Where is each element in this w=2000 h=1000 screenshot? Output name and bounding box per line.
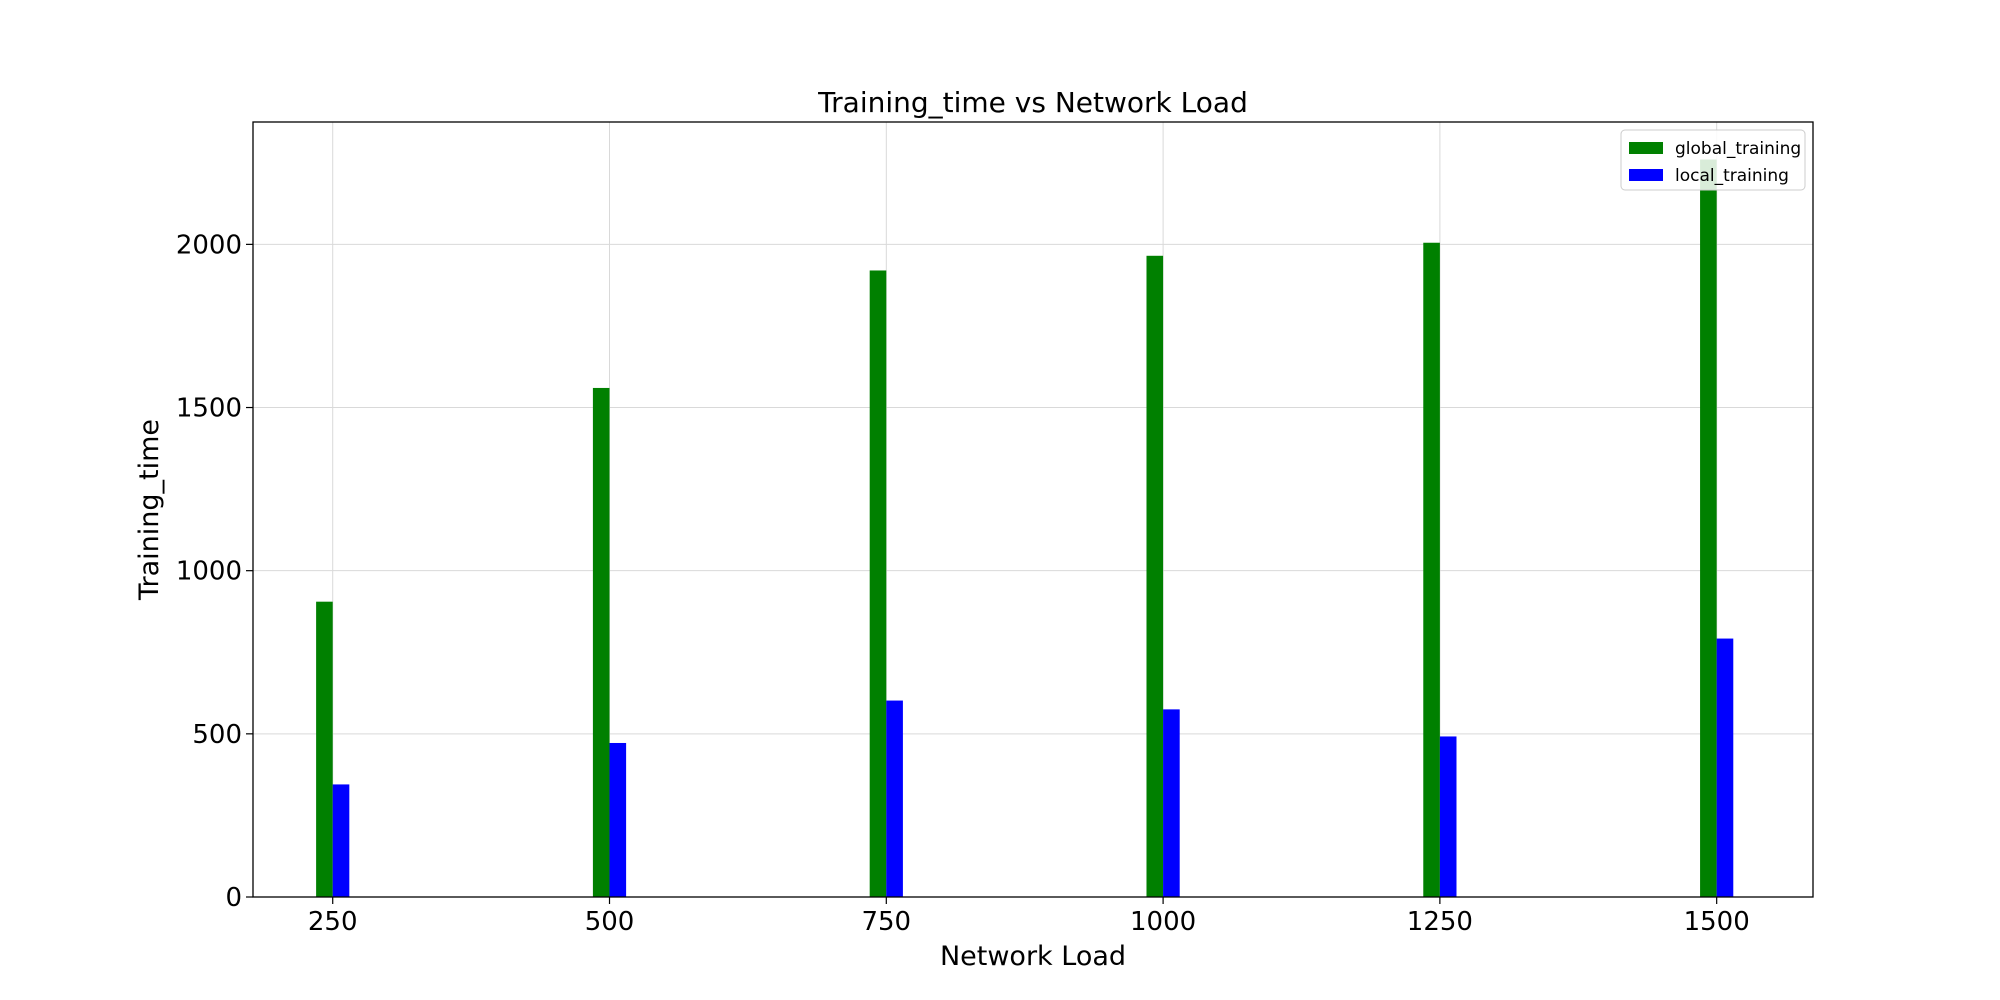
bar-global-training	[869, 270, 887, 897]
y-tick-label: 2000	[176, 230, 242, 260]
legend-swatch	[1629, 169, 1663, 181]
bar-global-training	[316, 601, 333, 897]
x-tick-label: 750	[861, 907, 911, 937]
bar-local-training	[609, 742, 627, 897]
x-tick-label: 1250	[1407, 907, 1473, 937]
bar-local-training	[1716, 638, 1734, 897]
legend-label: local_training	[1675, 166, 1789, 186]
grid-lines	[253, 122, 1813, 898]
x-tick-label: 1000	[1130, 907, 1196, 937]
y-tick-label: 0	[225, 883, 242, 913]
bar-global-training	[1146, 255, 1164, 897]
legend-swatch	[1629, 142, 1663, 154]
bar-local-training	[1163, 709, 1180, 897]
bar-local-training	[332, 784, 350, 897]
bars	[316, 159, 1734, 898]
legend: global_training local_training	[1620, 129, 1806, 191]
plot-frame	[252, 121, 1814, 898]
ticks: 250 500 750 1000 1250 1500 0 500 1000 1500 2000	[176, 230, 1750, 937]
y-tick-label: 1500	[176, 394, 242, 424]
bar-local-training	[886, 700, 903, 897]
bar-global-training	[592, 387, 610, 897]
x-tick-label: 500	[585, 907, 635, 937]
y-tick-label: 500	[192, 720, 242, 750]
x-tick-label: 250	[308, 907, 358, 937]
legend-box	[1620, 129, 1806, 191]
x-tick-label: 1500	[1684, 907, 1750, 937]
y-axis-label: Training_time	[134, 419, 165, 601]
x-axis-label: Network Load	[940, 941, 1126, 972]
bar-global-training	[1700, 159, 1717, 898]
y-tick-label: 1000	[176, 557, 242, 587]
legend-label: global_training	[1675, 139, 1801, 159]
bar-local-training	[1439, 736, 1457, 897]
bar-global-training	[1423, 242, 1440, 898]
chart-title: Training_time vs Network Load	[817, 86, 1248, 119]
